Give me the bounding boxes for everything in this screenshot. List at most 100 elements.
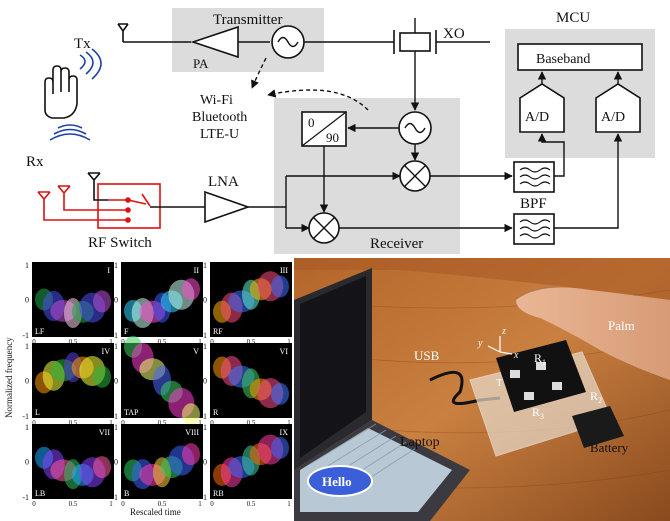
x-tick-label: 0.5 (69, 419, 78, 427)
bpf-label: BPF (520, 196, 547, 212)
y-tick-label: 1 (25, 342, 29, 351)
x-tick-label: 0.5 (69, 338, 78, 346)
interference-bluetooth: Bluetooth (192, 110, 247, 125)
x-tick-label: 0 (210, 338, 214, 346)
bpf-q-block (513, 213, 555, 245)
rx-label: Rx (26, 154, 44, 170)
x-tick-label: 1 (198, 500, 202, 508)
interference-lteu: LTE-U (200, 127, 239, 142)
hello-sticker (307, 465, 373, 497)
rx-wave-icon (49, 124, 91, 141)
x-tick-label: 1 (109, 338, 113, 346)
y-tick-label: 0 (25, 458, 29, 467)
panel-gesture-label: RB (213, 489, 224, 498)
axis-y-label: y (477, 338, 483, 349)
panel-numeral: I (107, 266, 110, 275)
y-tick-label: 1 (25, 261, 29, 270)
t-label: T (496, 377, 503, 389)
block-diagram: Transmitter PA XO MCU Baseband A/D A (26, 8, 655, 254)
mixer-q-icon (308, 212, 340, 244)
adc-right-label: A/D (601, 110, 625, 125)
panel-gesture-label: RF (213, 327, 223, 336)
panel-numeral: IV (102, 347, 111, 356)
x-tick-label: 0.5 (158, 500, 167, 508)
r3-label: R3 (532, 405, 544, 421)
spectrogram-x-axis-label: Rescaled time (130, 507, 181, 517)
panel-numeral: VI (280, 347, 289, 356)
palm-label: Palm (608, 318, 635, 333)
x-tick-label: 1 (109, 419, 113, 427)
y-tick-label: 1 (203, 261, 207, 270)
x-tick-label: 0 (210, 500, 214, 508)
rf-switch-label: RF Switch (88, 235, 152, 251)
x-tick-label: 1 (287, 338, 291, 346)
y-tick-label: -1 (111, 412, 118, 421)
panel-gesture-label: B (124, 489, 129, 498)
baseband-label: Baseband (536, 52, 590, 67)
r1-label: R1 (534, 351, 546, 367)
x-tick-label: 0 (32, 419, 36, 427)
spectrogram-y-axis-label: Normalized frequency (4, 337, 14, 418)
phase-shift-bottom: 90 (326, 130, 339, 145)
lna-label: LNA (208, 174, 239, 190)
coordinate-axes (487, 336, 513, 355)
x-tick-label: 1 (198, 419, 202, 427)
y-tick-label: -1 (111, 493, 118, 502)
y-tick-label: 1 (114, 261, 118, 270)
x-tick-label: 1 (109, 500, 113, 508)
y-tick-label: -1 (200, 412, 207, 421)
adc-right-block (595, 83, 641, 133)
x-tick-label: 0.5 (69, 500, 78, 508)
usb-cable (429, 370, 501, 406)
y-tick-label: 1 (114, 423, 118, 432)
panel-numeral: II (194, 266, 200, 275)
phase-shift-top: 0 (308, 115, 315, 130)
bpf-i-block (513, 161, 555, 193)
x-tick-label: 0.5 (247, 419, 256, 427)
x-tick-label: 1 (287, 419, 291, 427)
y-tick-label: 0 (25, 377, 29, 386)
axis-z-label: z (501, 326, 506, 337)
x-tick-label: 0.5 (158, 338, 167, 346)
adc-left-label: A/D (525, 110, 549, 125)
setup-photo: Hello z y x USB Palm Laptop (293, 258, 670, 521)
tx-interference-arrow (251, 57, 267, 89)
x-tick-label: 0.5 (158, 419, 167, 427)
axis-x-label: x (513, 350, 519, 361)
lna-amplifier-icon (204, 190, 251, 224)
x-tick-label: 0.5 (247, 338, 256, 346)
x-tick-label: 0 (121, 500, 125, 508)
y-tick-label: -1 (111, 331, 118, 340)
y-tick-label: 0 (114, 296, 118, 305)
y-tick-label: 0 (25, 296, 29, 305)
rx-antenna-icon (87, 172, 108, 201)
x-tick-label: 0 (121, 419, 125, 427)
rx-interference-arrow (267, 89, 369, 111)
pa-label: PA (193, 56, 209, 71)
panel-gesture-label: F (124, 327, 129, 336)
y-tick-label: -1 (22, 493, 29, 502)
y-tick-label: 0 (203, 458, 207, 467)
mcu-label: MCU (556, 10, 590, 26)
mixer-i-icon (399, 160, 431, 192)
y-tick-label: 0 (203, 377, 207, 386)
y-tick-label: -1 (200, 493, 207, 502)
receiver-label: Receiver (370, 236, 423, 252)
panel-numeral: VIII (185, 428, 199, 437)
panel-gesture-label: L (35, 408, 40, 417)
panel-numeral: IX (280, 428, 289, 437)
x-tick-label: 0.5 (247, 500, 256, 508)
x-tick-label: 0 (32, 500, 36, 508)
y-tick-label: 1 (203, 423, 207, 432)
rf-switch-icon (37, 183, 161, 229)
x-tick-label: 0 (32, 338, 36, 346)
